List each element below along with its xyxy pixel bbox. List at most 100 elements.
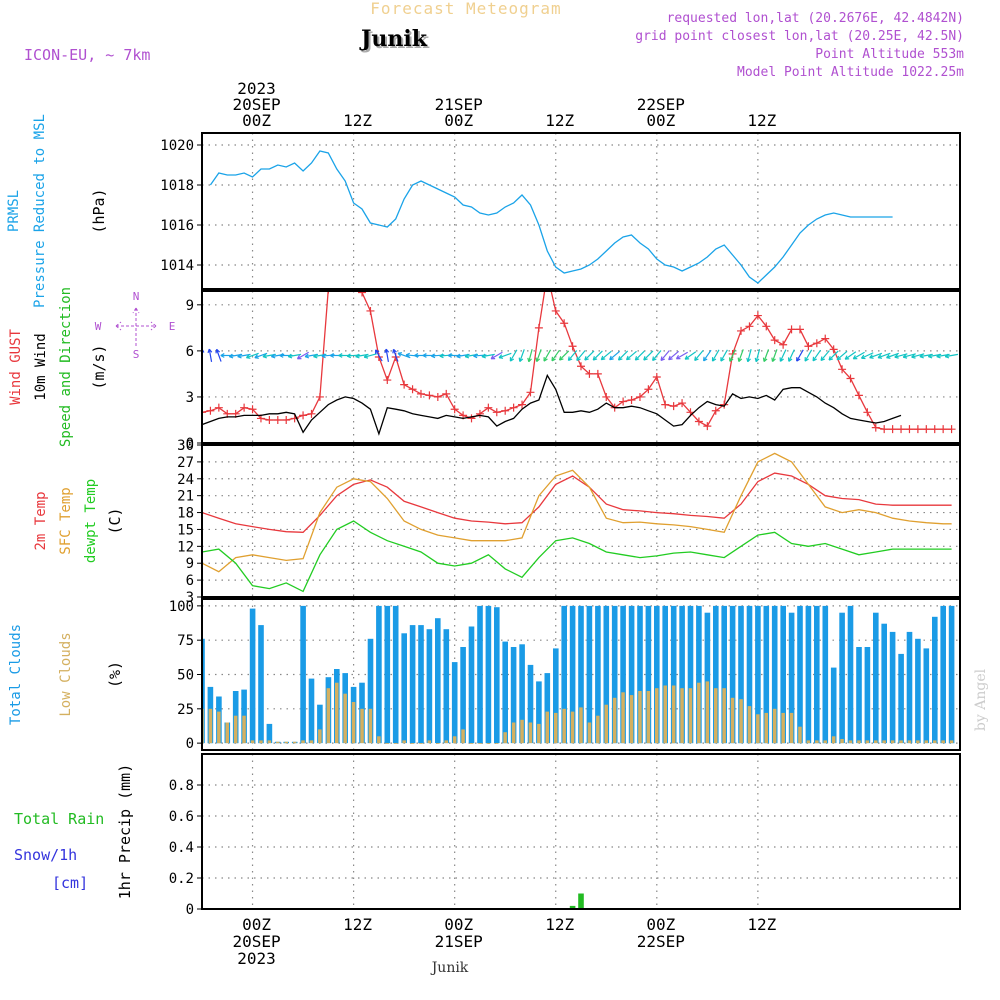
bar [418, 625, 424, 744]
top-tick: 12Z [545, 111, 574, 130]
compass-w: W [95, 320, 102, 333]
y-tick-label: 9 [186, 556, 194, 572]
bar [292, 741, 297, 744]
panel-unit: (%) [106, 661, 124, 688]
wind-frame [201, 290, 961, 444]
wind-arrow [754, 349, 761, 363]
gust-marker [905, 425, 914, 434]
y-tick-label: 0.8 [169, 778, 194, 794]
gust-marker [273, 415, 282, 424]
y-tick-label: 1016 [160, 218, 194, 234]
bar [621, 692, 625, 744]
bar [301, 740, 305, 744]
wind-arrow [820, 350, 830, 362]
wind-arrow [944, 353, 959, 359]
bar [856, 647, 862, 744]
bar [317, 704, 323, 744]
bar [217, 711, 221, 744]
gust-marker [206, 406, 215, 415]
wind-arrow [558, 350, 570, 361]
gust-marker [327, 291, 329, 294]
gust-marker [467, 414, 476, 423]
location-title-shadow: Junik [361, 28, 430, 54]
bar [444, 740, 448, 744]
bar [258, 625, 264, 744]
bar [857, 740, 861, 744]
bar [890, 740, 895, 744]
bar [898, 653, 904, 744]
wind-arrow [481, 353, 495, 359]
gust-marker [635, 392, 644, 401]
bar [705, 681, 710, 744]
y-tick-label: 1020 [160, 138, 194, 154]
bar [628, 605, 635, 744]
gust-marker [358, 291, 367, 297]
y-tick-label: 3 [186, 390, 194, 406]
wind-arrow [836, 350, 848, 361]
panels: 1014 1016 1018 1020 PRMSL Pressure Reduced to… [6, 114, 961, 918]
bar [486, 743, 491, 744]
bar [688, 688, 693, 744]
wind-series-wind-gust-line [202, 291, 952, 430]
wind-arrow [254, 352, 268, 359]
compass-e: E [169, 320, 176, 333]
info-requested-point: requested lon,lat (20.2676E, 42.4842N) [667, 11, 964, 26]
top-tick-label: 2023 [237, 79, 276, 98]
temperature-grid [202, 444, 960, 598]
bar [646, 691, 651, 744]
top-tick-label: 00Z [444, 111, 473, 130]
wind-arrow [584, 350, 595, 361]
bar [318, 729, 322, 744]
bar [520, 719, 524, 744]
bar [545, 711, 549, 744]
panel-label: 10m Wind [33, 333, 49, 400]
wind-arrow [828, 350, 839, 361]
gust-marker [568, 342, 577, 351]
bar [663, 685, 667, 744]
precip-y-ticks: 0 0.2 0.4 0.6 0.8 [169, 778, 202, 918]
compass-rose: N S W E [95, 290, 176, 361]
y-tick-label: 100 [169, 599, 194, 615]
bar [561, 605, 567, 744]
pressure-y-ticks: 1014 1016 1018 1020 [160, 138, 202, 274]
gust-marker [737, 326, 746, 335]
clouds-low-clouds-bars [202, 681, 954, 744]
bar [722, 688, 726, 744]
panel-label: Pressure Reduced to MSL [32, 114, 48, 308]
gust-marker [416, 389, 425, 398]
gust-marker [922, 425, 931, 434]
bar [384, 605, 391, 744]
chart-subtitle: Forecast Meteogram [370, 0, 561, 18]
bar [562, 708, 566, 744]
bar [899, 740, 903, 744]
gust-marker [812, 339, 821, 348]
bar [864, 647, 871, 744]
bar [831, 736, 836, 744]
wind-arrow [711, 349, 720, 362]
gust-marker [829, 345, 838, 354]
bar [629, 695, 634, 744]
temperature-frame [201, 444, 961, 598]
y-tick-label: 18 [177, 506, 194, 522]
bar [780, 605, 786, 744]
bar [578, 605, 584, 744]
bar [443, 629, 450, 744]
compass-n: N [133, 290, 140, 303]
wind-arrow [535, 349, 542, 363]
bar [915, 638, 921, 744]
clouds-y-ticks: 0 25 50 75 100 [169, 599, 202, 752]
bar [410, 743, 415, 744]
bar [815, 740, 819, 744]
gust-marker [753, 311, 762, 320]
bar [385, 743, 389, 744]
panel-unit: (C) [106, 507, 124, 534]
wind-arrow [886, 352, 899, 359]
wind-arrow [634, 350, 645, 361]
y-tick-label: 6 [186, 573, 194, 589]
gust-marker [871, 423, 880, 432]
precip-grid [202, 754, 960, 910]
